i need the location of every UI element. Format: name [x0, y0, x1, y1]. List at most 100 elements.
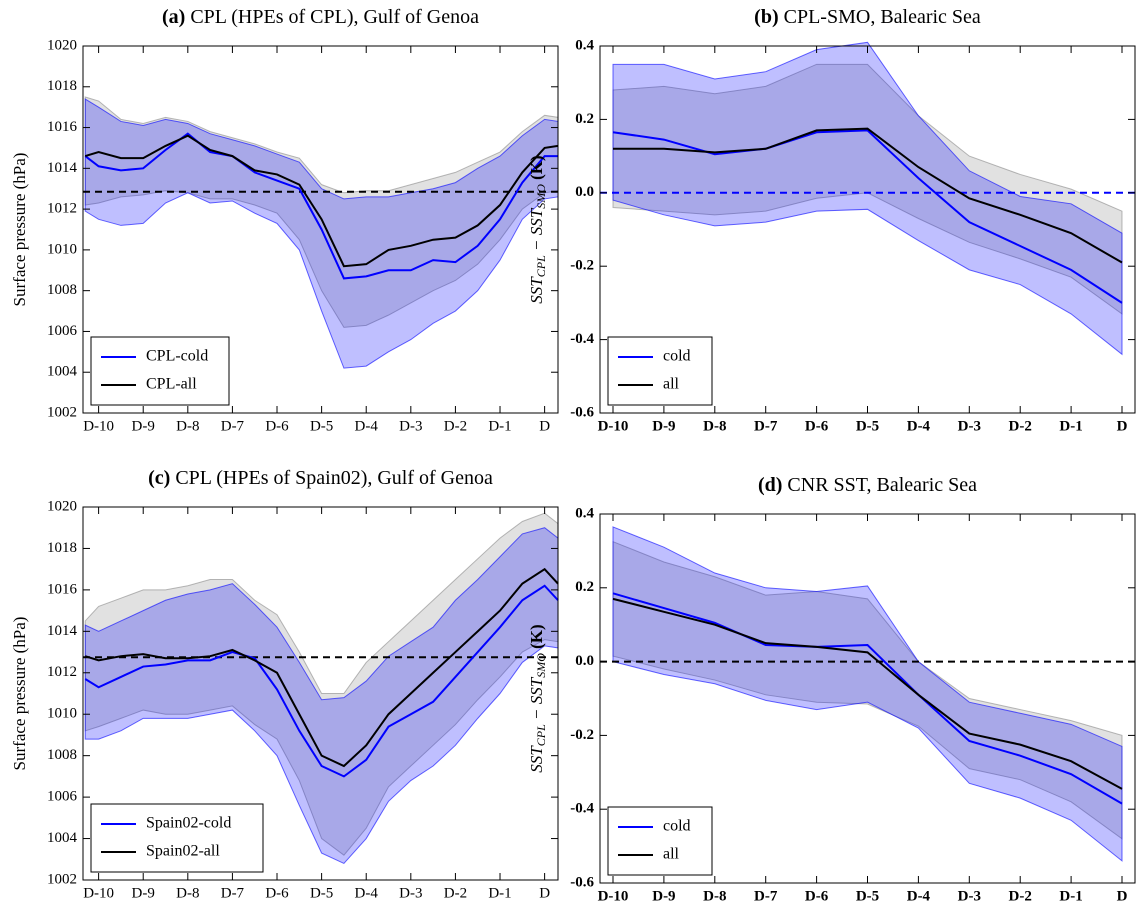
y-tick-label: 1012 — [47, 664, 77, 680]
legend-label: Spain02-all — [146, 843, 220, 860]
x-tick-label: D-2 — [1009, 418, 1032, 434]
x-tick-label: D — [539, 885, 550, 901]
x-tick-label: D-2 — [444, 418, 467, 434]
x-tick-label: D-10 — [598, 418, 629, 434]
y-tick-label: -0.6 — [570, 874, 594, 890]
x-tick-label: D-4 — [907, 888, 931, 904]
panel-label: (a) — [162, 6, 185, 28]
y-tick-label: 1004 — [47, 830, 78, 846]
x-tick-label: D-8 — [176, 418, 199, 434]
panel-label: (c) — [148, 467, 170, 489]
title-text: CPL (HPEs of CPL), Gulf of Genoa — [190, 6, 479, 28]
legend-box — [607, 806, 713, 876]
y-tick-label: 0.2 — [575, 579, 594, 595]
x-tick-label: D-8 — [176, 885, 199, 901]
y-tick-label: 1016 — [47, 119, 78, 135]
y-tick-label: 1016 — [47, 581, 78, 597]
legend-label: CPL-cold — [146, 348, 208, 365]
legend-box — [607, 336, 713, 406]
title-text: CNR SST, Balearic Sea — [787, 474, 977, 496]
legend-label: all — [663, 846, 680, 863]
x-tick-label: D-7 — [754, 418, 778, 434]
x-tick-label: D-1 — [488, 885, 511, 901]
panel: (b) CPL-SMO, Balearic Sea SSTCPL − SSTSMO… — [527, 6, 1136, 434]
y-axis-label: Surface pressure (hPa) — [10, 153, 29, 307]
chart-title: (b) CPL-SMO, Balearic Sea — [754, 6, 981, 28]
x-tick-label: D-10 — [598, 888, 629, 904]
y-label-text: SST — [527, 276, 546, 304]
x-tick-label: D-5 — [856, 888, 879, 904]
y-tick-label: 1014 — [47, 160, 78, 176]
y-tick-label: 1010 — [47, 706, 77, 722]
y-label-text: SST — [527, 745, 546, 773]
chart-title: (d) CNR SST, Balearic Sea — [758, 474, 977, 496]
y-label-sub: SMO — [534, 184, 548, 209]
y-tick-label: 1008 — [47, 747, 77, 763]
x-tick-label: D-4 — [355, 418, 379, 434]
panel: (d) CNR SST, Balearic Sea SSTCPL − SSTSMO… — [527, 474, 1136, 904]
x-tick-label: D-5 — [310, 418, 333, 434]
y-label-text: Surface pressure (hPa) — [10, 617, 29, 771]
x-tick-label: D-10 — [83, 418, 114, 434]
x-tick-label: D-5 — [856, 418, 879, 434]
y-tick-label: -0.4 — [570, 801, 594, 817]
series-line — [84, 132, 558, 280]
legend-label: cold — [663, 818, 691, 835]
title-text: CPL-SMO, Balearic Sea — [784, 6, 981, 28]
x-tick-label: D-1 — [1059, 888, 1082, 904]
plot-frame — [82, 45, 559, 414]
x-tick-label: D-3 — [958, 888, 981, 904]
y-label-text: − SST — [527, 207, 546, 255]
y-tick-label: 1018 — [47, 78, 77, 94]
x-tick-label: D-9 — [652, 418, 675, 434]
panel-label: (d) — [758, 474, 782, 496]
y-axis-label: Surface pressure (hPa) — [10, 617, 29, 771]
x-tick-label: D-2 — [444, 885, 467, 901]
x-tick-label: D-1 — [488, 418, 511, 434]
x-tick-label: D-3 — [399, 418, 422, 434]
y-tick-label: -0.2 — [570, 727, 594, 743]
x-tick-label: D-2 — [1009, 888, 1032, 904]
legend-box — [90, 336, 230, 406]
series-line — [612, 592, 1123, 805]
y-label-text: − SST — [527, 676, 546, 724]
legend-label: CPL-all — [146, 376, 197, 393]
y-tick-label: 1004 — [47, 364, 78, 380]
legend-label: Spain02-cold — [146, 815, 231, 832]
x-tick-label: D-6 — [265, 418, 289, 434]
x-tick-label: D-7 — [221, 418, 245, 434]
series-line — [84, 567, 559, 768]
y-tick-label: 1012 — [47, 201, 77, 217]
y-axis-label: SSTCPL − SSTSMO (K) — [527, 155, 548, 303]
y-tick-label: 1006 — [47, 323, 78, 339]
y-tick-label: 1010 — [47, 241, 77, 257]
chart-title: (c) CPL (HPEs of Spain02), Gulf of Genoa — [148, 467, 493, 489]
legend-label: cold — [663, 348, 691, 365]
panel: (c) CPL (HPEs of Spain02), Gulf of Genoa… — [10, 467, 559, 901]
panel-label: (b) — [754, 6, 778, 28]
band — [612, 41, 1123, 356]
y-label-text: (K) — [527, 624, 546, 653]
x-tick-label: D-10 — [83, 885, 114, 901]
x-tick-label: D — [1117, 888, 1128, 904]
y-tick-label: 1006 — [47, 789, 78, 805]
y-axis-label: SSTCPL − SSTSMO (K) — [527, 624, 548, 772]
y-label-text: (K) — [527, 155, 546, 184]
plot-frame — [82, 506, 559, 881]
band — [612, 526, 1123, 862]
y-label-sub: CPL — [534, 724, 548, 746]
y-tick-label: 1008 — [47, 282, 77, 298]
x-tick-label: D — [539, 418, 550, 434]
series-line — [613, 127, 1123, 264]
y-tick-label: 1018 — [47, 540, 77, 556]
y-tick-label: 0.0 — [575, 653, 594, 669]
y-tick-label: 0.2 — [575, 111, 594, 127]
x-tick-label: D-9 — [132, 418, 155, 434]
y-tick-label: 1020 — [47, 498, 77, 514]
x-tick-label: D-8 — [703, 888, 726, 904]
x-tick-label: D-4 — [907, 418, 931, 434]
y-tick-label: 1014 — [47, 623, 78, 639]
series-line — [84, 134, 559, 268]
x-tick-label: D-8 — [703, 418, 726, 434]
